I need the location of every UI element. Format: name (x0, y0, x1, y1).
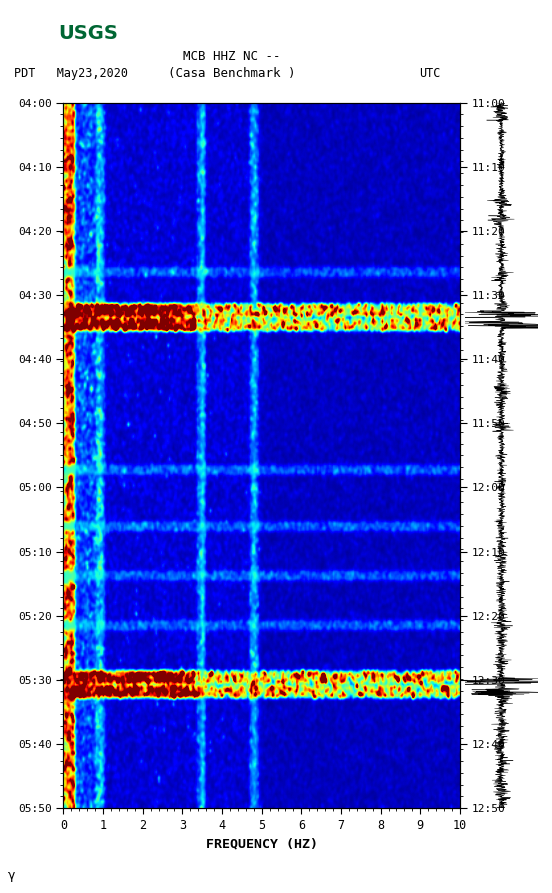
Text: USGS: USGS (58, 23, 118, 43)
Polygon shape (8, 16, 47, 45)
Text: UTC: UTC (420, 67, 441, 80)
Text: γ: γ (8, 869, 16, 882)
Text: MCB HHZ NC --: MCB HHZ NC -- (183, 49, 280, 63)
Text: (Casa Benchmark ): (Casa Benchmark ) (168, 67, 295, 80)
X-axis label: FREQUENCY (HZ): FREQUENCY (HZ) (206, 837, 318, 850)
Text: PDT   May23,2020: PDT May23,2020 (14, 67, 128, 80)
